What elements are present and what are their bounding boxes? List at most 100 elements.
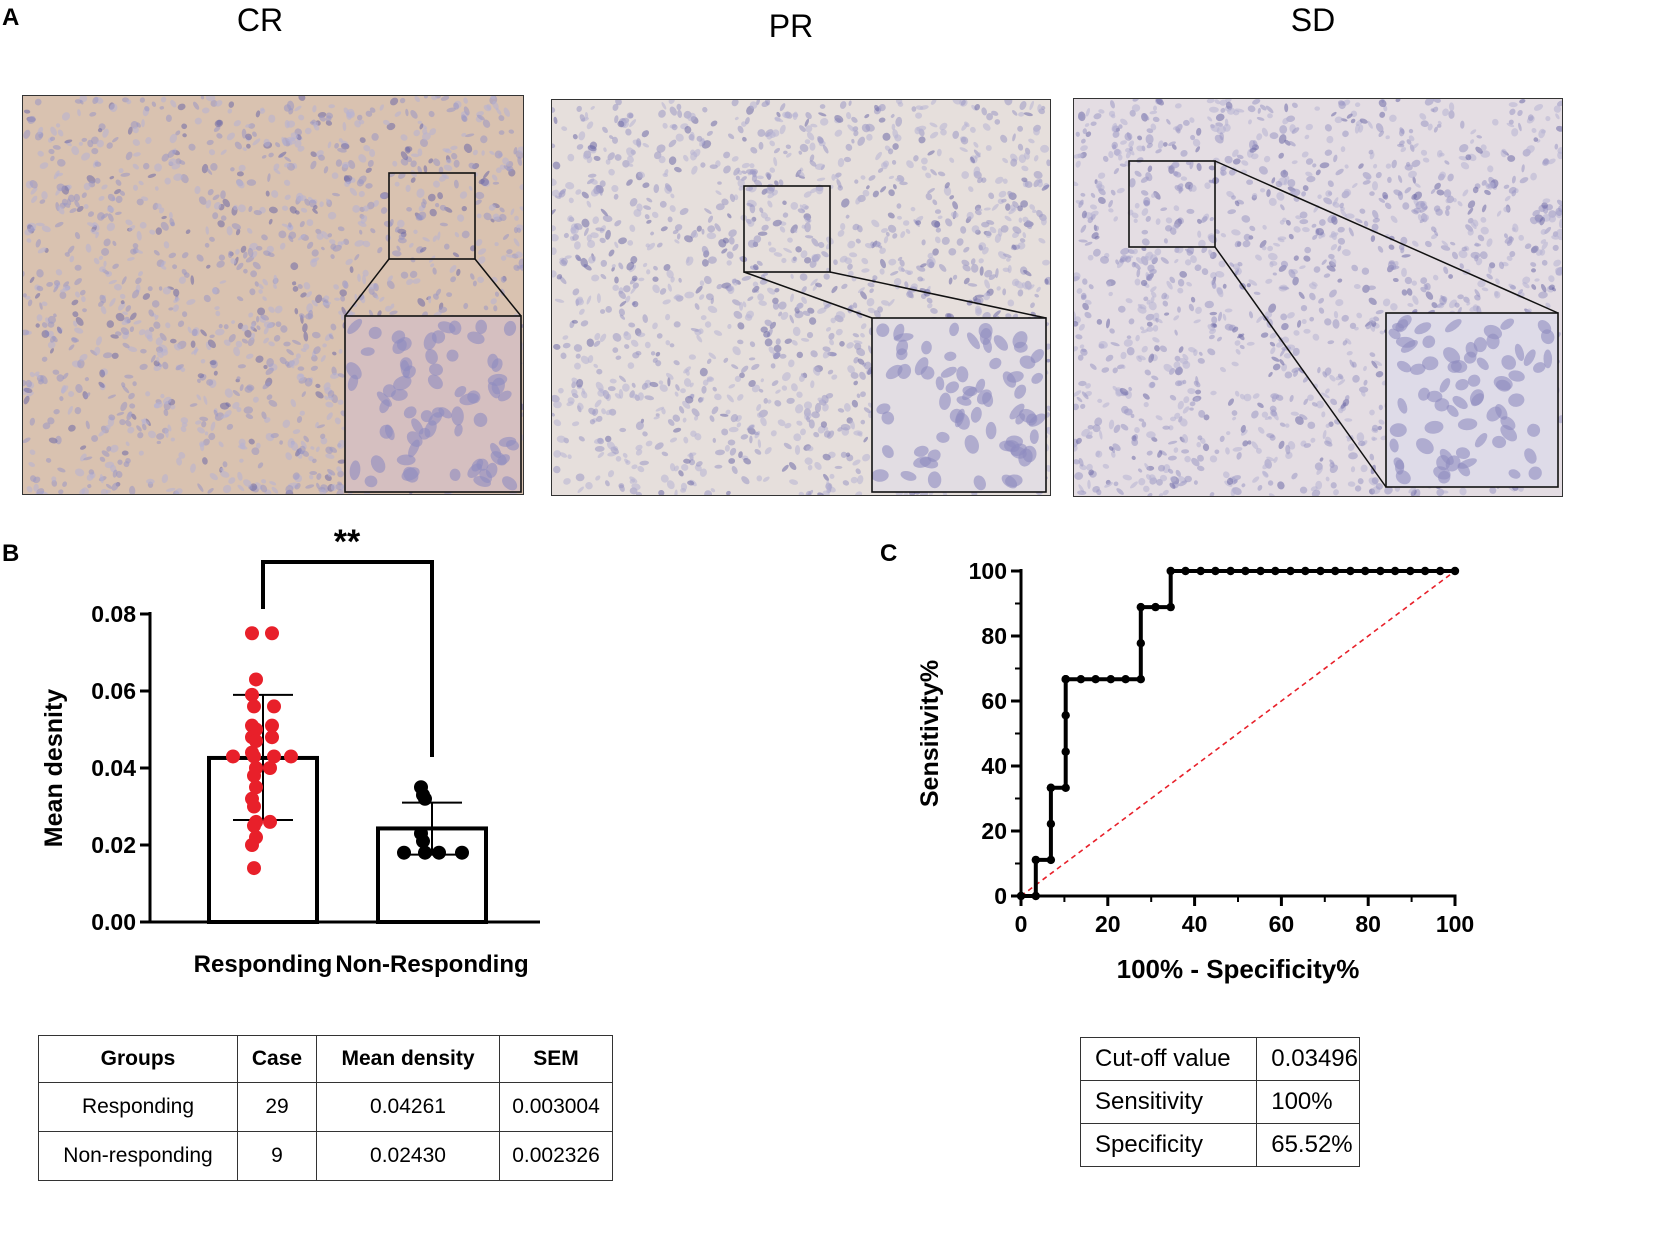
table-header: Case [237,1035,317,1083]
roc-point [1301,566,1310,576]
data-point [416,834,430,849]
inset-frame [344,315,522,493]
significance-label: ** [334,523,361,561]
roc-point [1121,675,1130,684]
roc-point [1031,855,1040,865]
zoom-box [388,172,476,260]
bar-chart: 0.00 0.02 0.04 0.06 0.08 Mean desnity Respondi… [40,523,540,978]
roc-point [1406,566,1415,576]
x-tick-label: 0 [1015,911,1028,937]
image-title-cr: CR [236,2,284,38]
significance-bracket [261,560,434,757]
table-header: Mean density [316,1035,500,1083]
roc-point [1436,566,1445,576]
zoom-line [1214,160,1559,314]
data-point [247,768,261,783]
zoom-box [1128,160,1216,248]
y-tick-label: 20 [981,818,1007,844]
y-tick-label: 0.06 [91,678,136,704]
roc-point [1346,566,1355,576]
roc-point [1450,566,1460,576]
data-point [418,791,432,806]
magnified-inset [871,318,1046,492]
image-title-sd: SD [1290,2,1336,38]
roc-point [1211,566,1220,576]
table-cell: 9 [237,1131,317,1181]
data-point [247,799,261,814]
roc-point [1046,855,1056,865]
zoom-line [344,258,390,317]
data-point [247,861,261,876]
table-row: Non-responding 9 0.02430 0.002326 [38,1131,613,1181]
x-tick-label: 40 [1182,911,1208,937]
roc-point [1196,566,1205,576]
zoom-line [474,258,522,317]
y-tick-label: 40 [981,753,1007,779]
roc-point [1061,675,1070,684]
roc-point [1376,566,1385,576]
reference-line [1020,570,1456,897]
data-point [267,749,281,764]
table-row: Sensitivity 100% [1079,1080,1360,1124]
y-tick-label: 0.08 [91,601,136,627]
table-cell: Non-responding [38,1131,238,1181]
data-point [247,699,261,714]
roc-point [1316,566,1325,576]
roc-point [1136,602,1145,612]
zoom-line [1214,246,1387,488]
table-cell: Sensitivity [1079,1080,1258,1124]
inset-frame [1385,312,1559,488]
data-point [226,749,240,764]
y-axis-label: Sensitivity% [916,660,944,807]
roc-point [1016,891,1026,901]
roc-point [1106,675,1115,684]
magnified-inset [1386,313,1558,487]
roc-point [1046,783,1056,792]
x-tick-label: 20 [1095,911,1121,937]
roc-point [1256,566,1265,576]
table-header: Groups [38,1035,238,1083]
roc-point [1136,639,1145,648]
roc-point [1061,783,1070,792]
y-tick-label: 100 [969,558,1007,584]
data-point [284,749,298,764]
table-cell: 29 [237,1082,317,1132]
data-point [247,818,261,833]
table-cell: 0.003004 [499,1082,613,1132]
y-tick-label: 0.02 [91,832,136,858]
panel-a-letter: A [2,4,20,31]
image-title-pr: PR [768,8,814,44]
table-cell: 0.03496 [1256,1037,1360,1081]
y-axis-label: Mean desnity [40,689,68,847]
zoom-line [829,271,1047,319]
roc-point [1151,602,1160,612]
data-point [265,730,279,745]
roc-point [1181,566,1190,576]
magnified-inset [345,316,521,492]
table-cell: Cut-off value [1079,1037,1258,1081]
micrograph-pr [551,99,1051,496]
density-table: Groups Case Mean density SEM Responding … [38,1035,613,1181]
data-point [265,626,279,641]
y-tick-label: 0.00 [91,909,136,935]
x-tick-label: 80 [1355,911,1381,937]
panel-c-letter: C [880,540,898,567]
roc-point [1166,566,1175,576]
table-row: Specificity 65.52% [1079,1123,1360,1167]
y-tick-label: 0 [994,883,1007,909]
table-cell: 0.002326 [499,1131,613,1181]
table-cell: Specificity [1079,1123,1258,1167]
data-point [245,838,259,852]
table-cell: Responding [38,1082,238,1132]
y-tick-label: 60 [981,688,1007,714]
table-row: Responding 29 0.04261 0.003004 [38,1082,613,1132]
y-tick-label: 80 [981,623,1007,649]
micrograph-sd [1073,98,1563,497]
roc-point [1076,675,1086,684]
data-point [432,845,446,860]
cutoff-table: Cut-off value 0.03496 Sensitivity 100% S… [1079,1037,1360,1167]
data-point [249,780,263,795]
roc-point [1286,566,1295,576]
data-point [418,845,432,860]
roc-point [1226,566,1235,576]
